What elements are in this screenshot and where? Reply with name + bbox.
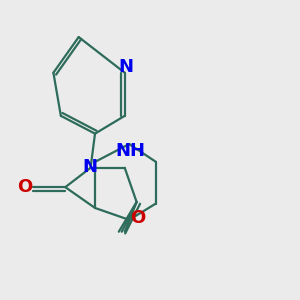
Text: N: N: [82, 158, 97, 176]
Text: O: O: [17, 178, 33, 196]
Text: N: N: [119, 58, 134, 76]
Text: O: O: [130, 209, 145, 227]
Text: NH: NH: [116, 142, 146, 160]
